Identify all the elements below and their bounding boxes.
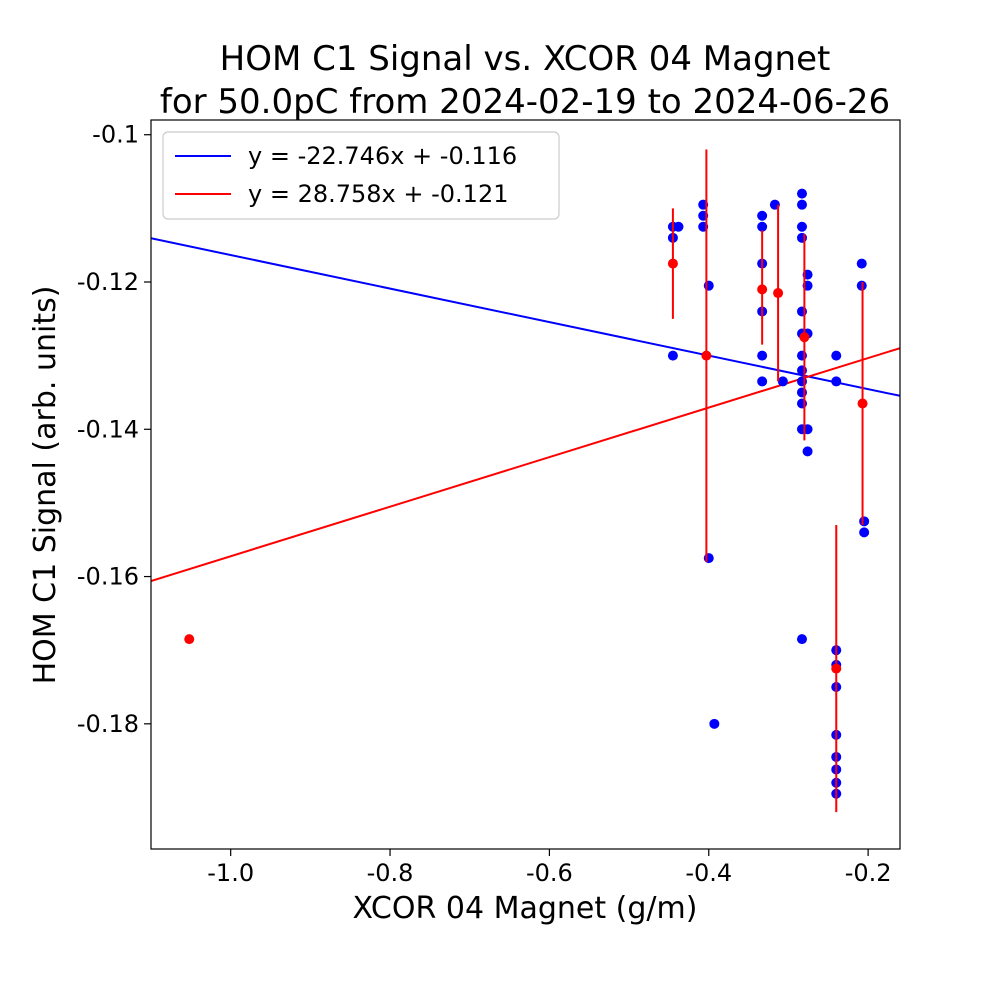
raw-data-point xyxy=(667,350,678,361)
x-tick-label: -0.2 xyxy=(845,859,892,887)
y-axis-label: HOM C1 Signal (arb. units) xyxy=(28,286,63,685)
raw-data-point xyxy=(796,350,807,361)
chart-title-line1: HOM C1 Signal vs. XCOR 04 Magnet xyxy=(220,39,831,79)
mean-data-point xyxy=(773,288,784,299)
raw-data-point xyxy=(777,376,788,387)
mean-data-point xyxy=(857,398,868,409)
x-tick-label: -0.6 xyxy=(526,859,573,887)
mean-data-point xyxy=(831,663,842,674)
raw-data-point xyxy=(796,188,807,199)
raw-data-point xyxy=(796,387,807,398)
raw-data-point xyxy=(796,306,807,317)
mean-data-point xyxy=(701,350,712,361)
x-axis-ticks: -1.0 -0.8 -0.6 -0.4 -0.2 xyxy=(207,849,892,887)
fit-lines xyxy=(151,237,900,582)
raw-data-point xyxy=(859,527,870,538)
raw-data-point xyxy=(703,553,714,564)
raw-data-point xyxy=(709,718,720,729)
raw-data-point xyxy=(831,376,842,387)
y-tick-label: -0.12 xyxy=(77,268,139,296)
mean-data-point xyxy=(799,332,810,343)
mean-data-point xyxy=(667,258,678,269)
y-tick-label: -0.1 xyxy=(92,121,139,149)
y-tick-label: -0.14 xyxy=(77,415,139,443)
x-tick-label: -0.4 xyxy=(685,859,732,887)
raw-data-point xyxy=(859,516,870,527)
fit-line-blue xyxy=(151,237,900,397)
raw-data-point xyxy=(757,350,768,361)
raw-data-point xyxy=(796,634,807,645)
chart-title-line2: for 50.0pC from 2024-02-19 to 2024-06-26 xyxy=(160,82,890,122)
y-tick-label: -0.16 xyxy=(77,563,139,591)
raw-data-point xyxy=(796,221,807,232)
y-axis-ticks: -0.1 -0.12 -0.14 -0.16 -0.18 xyxy=(77,121,151,738)
raw-data-point xyxy=(757,376,768,387)
plot-frame xyxy=(150,119,901,850)
raw-data-point xyxy=(796,398,807,409)
fit-line-red xyxy=(151,347,900,582)
raw-data-point xyxy=(796,376,807,387)
legend-box xyxy=(162,131,560,220)
legend-label-blue-fit: y = -22.746x + -0.116 xyxy=(248,142,517,170)
x-tick-label: -0.8 xyxy=(367,859,414,887)
raw-data-point xyxy=(796,365,807,376)
x-axis-label: XCOR 04 Magnet (g/m) xyxy=(353,891,698,926)
x-tick-label: -1.0 xyxy=(207,859,254,887)
raw-data-point xyxy=(673,221,684,232)
mean-data-point xyxy=(184,634,195,645)
legend-label-red-fit: y = 28.758x + -0.121 xyxy=(248,180,508,208)
raw-data-point xyxy=(757,210,768,221)
raw-data-point xyxy=(796,199,807,210)
raw-data-point xyxy=(856,258,867,269)
raw-data-point xyxy=(831,350,842,361)
mean-points xyxy=(184,149,868,813)
raw-data-point xyxy=(757,221,768,232)
raw-points xyxy=(667,188,870,799)
raw-data-point xyxy=(703,280,714,291)
legend: y = -22.746x + -0.116 y = 28.758x + -0.1… xyxy=(162,131,560,220)
y-tick-label: -0.18 xyxy=(77,710,139,738)
raw-data-point xyxy=(802,446,813,457)
raw-data-point xyxy=(796,232,807,243)
mean-data-point xyxy=(757,284,768,295)
